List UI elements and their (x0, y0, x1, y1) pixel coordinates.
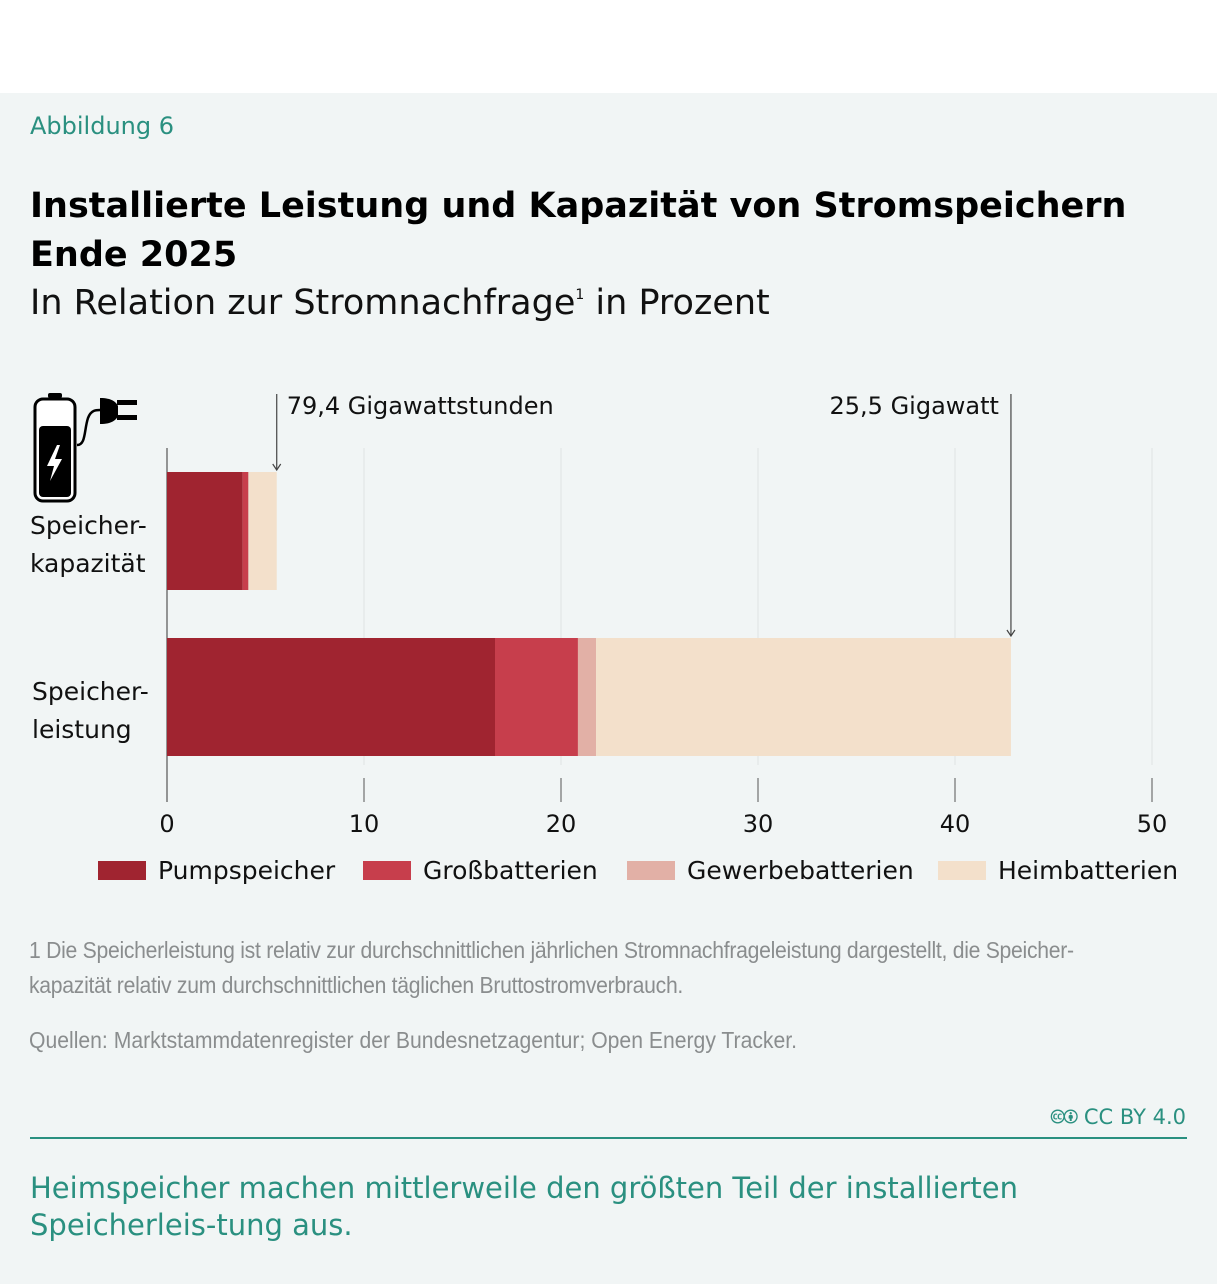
category-label: Speicher- (30, 511, 147, 540)
category-label: kapazität (30, 549, 146, 578)
bar-pumpspeicher (167, 638, 496, 756)
tick-label: 50 (1137, 810, 1168, 838)
divider (30, 1137, 1187, 1139)
legend-item: Großbatterien (363, 856, 598, 885)
annotation-label: 79,4 Gigawattstunden (287, 392, 554, 420)
bar-chart: 0 10 20 30 40 50 Speicher-kapazität Speicher-le… (30, 392, 1168, 838)
figure-label: Abbildung 6 (30, 112, 175, 140)
chart-subtitle: In Relation zur Stromnachfrage1 in Proze… (30, 283, 770, 323)
tick-label: 40 (940, 810, 971, 838)
tick-label: 30 (743, 810, 774, 838)
tick-label: 0 (159, 810, 174, 838)
bar-gewerbebatterien (577, 638, 597, 756)
sources: Quellen: Marktstammdatenregister der Bun… (29, 1027, 798, 1053)
bar-großbatterien (242, 472, 249, 590)
legend-swatch (98, 861, 146, 880)
subtitle-text: In Relation zur Stromnachfrage (30, 283, 576, 323)
category-label: Speicher- (32, 677, 149, 706)
legend-item: Gewerbebatterien (627, 856, 914, 885)
category-label: leistung (32, 715, 132, 744)
legend-label: Großbatterien (423, 856, 598, 885)
legend-swatch (938, 861, 986, 880)
battery-plug-icon (33, 393, 137, 503)
takeaway: Heimspeicher machen mittlerweile den grö… (30, 1171, 1018, 1242)
legend: Pumpspeicher Großbatterien Gewerbebatterie… (0, 856, 1217, 890)
bar-heimbatterien (249, 472, 277, 590)
footnote: 1 Die Speicherleistung ist relativ zur d… (29, 937, 1074, 998)
bar-heimbatterien (596, 638, 1011, 756)
license-text: CC BY 4.0 (1083, 1105, 1186, 1129)
legend-label: Heimbatterien (998, 856, 1179, 885)
bar-großbatterien (495, 638, 578, 756)
legend-label: Pumpspeicher (158, 856, 336, 885)
subtitle-suffix: in Prozent (584, 283, 770, 323)
arrow-icon (272, 463, 282, 472)
legend-swatch (627, 861, 675, 880)
cc-icon: 🅭🅯 (1051, 1105, 1084, 1129)
legend-label: Gewerbebatterien (687, 856, 914, 885)
tick-label: 10 (349, 810, 380, 838)
legend-swatch (363, 861, 411, 880)
legend-item: Pumpspeicher (98, 856, 335, 885)
bar-pumpspeicher (167, 472, 243, 590)
footnote-marker: 1 (575, 287, 585, 303)
chart-title: Installierte Leistung und Kapazität von … (30, 186, 1127, 275)
bar-gewerbebatterien (248, 472, 250, 590)
arrow-icon (1006, 629, 1016, 638)
annotation-label: 25,5 Gigawatt (830, 392, 999, 420)
license: 🅭🅯 CC BY 4.0 (1051, 1105, 1186, 1131)
legend-item: Heimbatterien (938, 856, 1178, 885)
tick-label: 20 (546, 810, 577, 838)
